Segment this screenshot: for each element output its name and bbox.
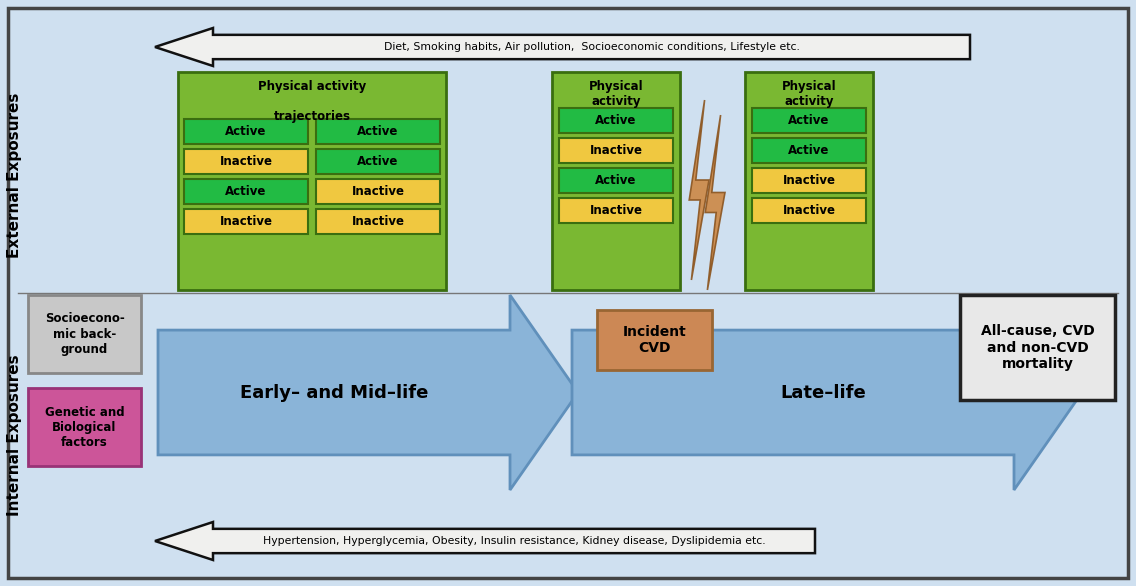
Text: Physical
activity: Physical activity <box>782 80 836 108</box>
Bar <box>184 119 308 144</box>
Text: Genetic and
Biological
factors: Genetic and Biological factors <box>44 406 124 448</box>
Text: Inactive: Inactive <box>351 215 404 228</box>
Bar <box>559 108 673 133</box>
Bar <box>960 295 1116 400</box>
Text: Socioecono-
mic back-
ground: Socioecono- mic back- ground <box>44 312 124 356</box>
Text: Active: Active <box>225 185 267 198</box>
Text: Internal Exposures: Internal Exposures <box>8 354 23 516</box>
Bar <box>184 179 308 204</box>
Bar <box>752 168 866 193</box>
Bar <box>28 388 141 466</box>
Text: External Exposures: External Exposures <box>8 93 23 258</box>
Polygon shape <box>154 522 815 560</box>
Bar <box>316 119 440 144</box>
Polygon shape <box>154 28 970 66</box>
Bar <box>752 108 866 133</box>
Bar <box>752 138 866 163</box>
Bar <box>552 72 680 290</box>
Text: Active: Active <box>358 125 399 138</box>
Text: Inactive: Inactive <box>783 174 835 187</box>
Bar <box>316 179 440 204</box>
Text: Active: Active <box>595 114 636 127</box>
Text: Inactive: Inactive <box>590 204 643 217</box>
Bar <box>752 198 866 223</box>
Polygon shape <box>690 100 709 280</box>
Bar <box>184 209 308 234</box>
Text: Inactive: Inactive <box>590 144 643 157</box>
Text: Active: Active <box>788 114 829 127</box>
Bar <box>559 138 673 163</box>
Text: All-cause, CVD
and non-CVD
mortality: All-cause, CVD and non-CVD mortality <box>980 324 1094 371</box>
Bar <box>316 149 440 174</box>
Text: Early– and Mid–life: Early– and Mid–life <box>240 383 428 401</box>
Text: Inactive: Inactive <box>219 155 273 168</box>
Bar <box>178 72 446 290</box>
Polygon shape <box>158 295 578 490</box>
Text: Inactive: Inactive <box>783 204 835 217</box>
Text: Physical activity

trajectories: Physical activity trajectories <box>258 80 366 123</box>
Text: Inactive: Inactive <box>219 215 273 228</box>
Bar <box>559 168 673 193</box>
Text: Late–life: Late–life <box>780 383 866 401</box>
Text: Diet, Smoking habits, Air pollution,  Socioeconomic conditions, Lifestyle etc.: Diet, Smoking habits, Air pollution, Soc… <box>384 42 800 52</box>
Bar <box>28 295 141 373</box>
Bar <box>745 72 872 290</box>
Text: Active: Active <box>788 144 829 157</box>
Bar <box>184 149 308 174</box>
Bar <box>559 198 673 223</box>
Text: Active: Active <box>225 125 267 138</box>
Polygon shape <box>573 295 1081 490</box>
Text: Inactive: Inactive <box>351 185 404 198</box>
Bar <box>598 310 712 370</box>
Text: Active: Active <box>358 155 399 168</box>
Text: Active: Active <box>595 174 636 187</box>
Bar <box>316 209 440 234</box>
Text: Hypertension, Hyperglycemia, Obesity, Insulin resistance, Kidney disease, Dyslip: Hypertension, Hyperglycemia, Obesity, In… <box>262 536 766 546</box>
Text: Physical
activity: Physical activity <box>588 80 643 108</box>
Text: Incident
CVD: Incident CVD <box>623 325 686 355</box>
Polygon shape <box>705 115 725 290</box>
